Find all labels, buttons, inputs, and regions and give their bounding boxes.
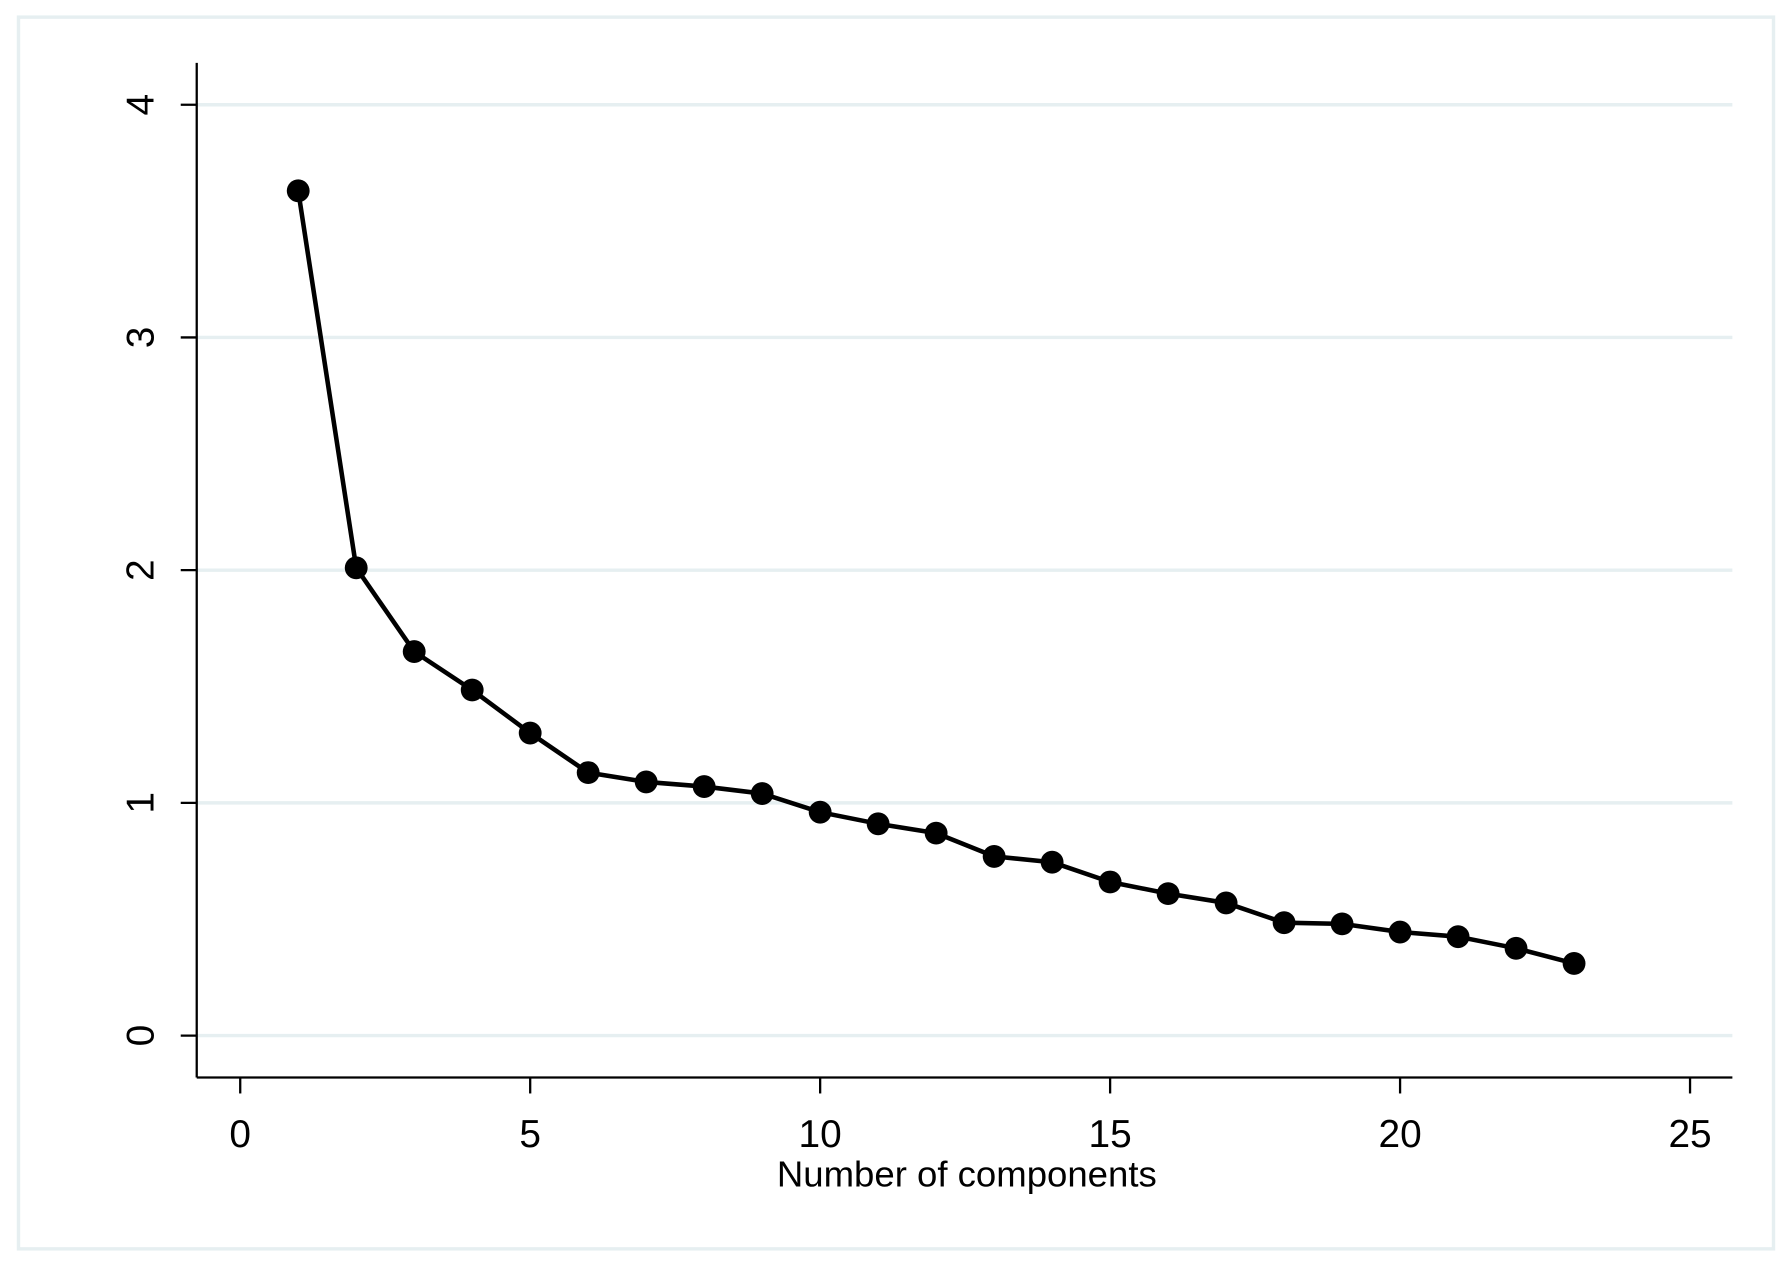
data-point: [576, 761, 600, 785]
x-axis-title: Number of components: [777, 1154, 1157, 1195]
data-point: [692, 775, 716, 799]
data-point: [1388, 920, 1412, 944]
data-point: [982, 844, 1006, 868]
data-point: [1562, 952, 1586, 975]
data-point: [924, 821, 948, 845]
data-point: [518, 721, 542, 745]
y-tick-label: 1: [119, 792, 162, 814]
data-point: [286, 179, 310, 203]
data-point: [402, 640, 426, 664]
y-tick-label: 4: [119, 94, 162, 116]
data-point: [866, 812, 890, 836]
data-point: [1214, 891, 1238, 915]
data-point: [1156, 882, 1180, 906]
x-tick-label: 10: [799, 1113, 842, 1156]
data-point: [460, 678, 484, 702]
data-point: [750, 782, 774, 805]
data-point: [634, 770, 658, 794]
y-tick-label: 0: [119, 1025, 162, 1047]
data-point: [1040, 850, 1064, 874]
data-point: [1272, 911, 1296, 935]
x-tick-label: 15: [1089, 1113, 1132, 1156]
frame: [16, 15, 1776, 1251]
data-point: [808, 800, 832, 824]
data-point: [1504, 936, 1528, 960]
x-tick-label: 25: [1668, 1113, 1711, 1156]
x-tick-label: 0: [229, 1113, 251, 1156]
data-point: [1446, 925, 1470, 949]
x-tick-label: 5: [519, 1113, 541, 1156]
data-point: [344, 556, 368, 580]
y-tick-label: 2: [119, 559, 162, 581]
data-point: [1330, 912, 1354, 936]
y-tick-label: 3: [119, 327, 162, 349]
x-tick-label: 20: [1378, 1113, 1421, 1156]
data-point: [1098, 870, 1122, 894]
